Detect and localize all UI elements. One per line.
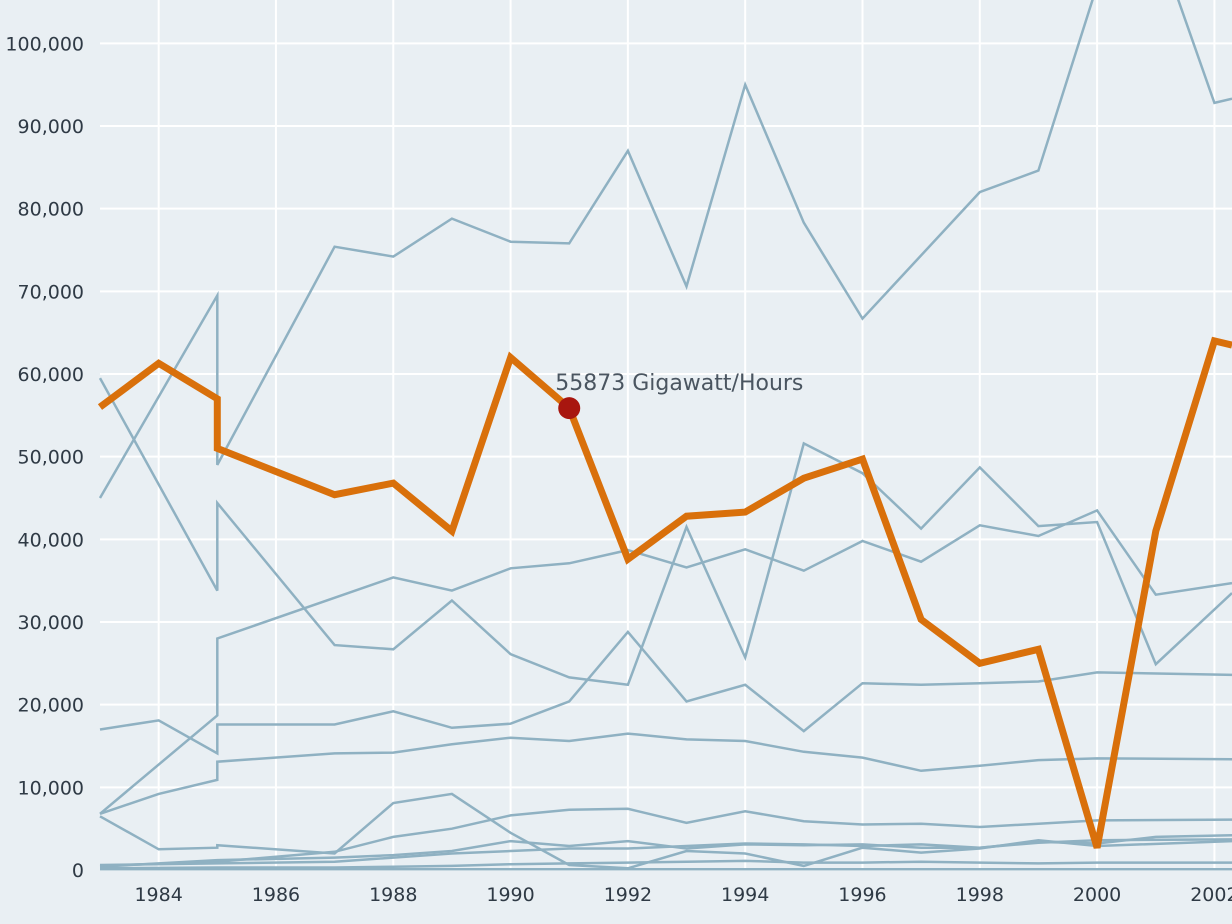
y-tick-label: 10,000: [18, 777, 84, 799]
background-series-line[interactable]: [99, 508, 1232, 815]
y-tick-label: 20,000: [18, 695, 84, 717]
selected-point-marker[interactable]: [558, 397, 581, 420]
x-tick-label: 1984: [134, 884, 182, 906]
x-tick-label: 1996: [838, 884, 886, 906]
highlight-series-group: [97, 336, 1232, 849]
y-tick-label: 40,000: [18, 529, 84, 551]
background-series-group: [98, 0, 1232, 871]
background-series-line[interactable]: [98, 377, 1232, 687]
x-tick-label: 1990: [486, 884, 534, 906]
x-tick-label: 2002: [1190, 884, 1232, 906]
y-tick-label: 30,000: [18, 612, 84, 634]
y-tick-label: 70,000: [18, 281, 84, 303]
background-series-line[interactable]: [98, 0, 1232, 499]
x-tick-label: 1986: [252, 884, 300, 906]
x-tick-label: 1988: [369, 884, 417, 906]
x-tick-label: 1992: [604, 884, 652, 906]
y-tick-label: 100,000: [5, 33, 84, 55]
x-tick-label: 1994: [721, 884, 769, 906]
y-tick-label: 90,000: [18, 116, 84, 138]
background-series-line[interactable]: [99, 807, 1232, 868]
selected-point-annotation: 55873 Gigawatt/Hours: [555, 371, 803, 420]
y-axis: 0 10,000 20,000 30,000 40,000 50,000 60,000 70,…: [5, 33, 84, 882]
y-tick-label: 0: [72, 860, 84, 882]
background-series-line[interactable]: [99, 629, 1232, 756]
y-tick-label: 50,000: [18, 447, 84, 469]
background-series-line[interactable]: [99, 859, 1232, 870]
highlight-series-line[interactable]: [97, 336, 1232, 849]
y-tick-label: 80,000: [18, 199, 84, 221]
background-series-line[interactable]: [99, 838, 1232, 867]
x-tick-label: 2000: [1073, 884, 1121, 906]
x-tick-label: 1998: [956, 884, 1004, 906]
background-series-line[interactable]: [99, 732, 1232, 815]
y-tick-label: 60,000: [18, 364, 84, 386]
x-axis: 1984 1986 1988 1990 1992 1994 1996 1998 2000 2002: [134, 884, 1232, 906]
selected-point-label: 55873 Gigawatt/Hours: [555, 371, 803, 396]
